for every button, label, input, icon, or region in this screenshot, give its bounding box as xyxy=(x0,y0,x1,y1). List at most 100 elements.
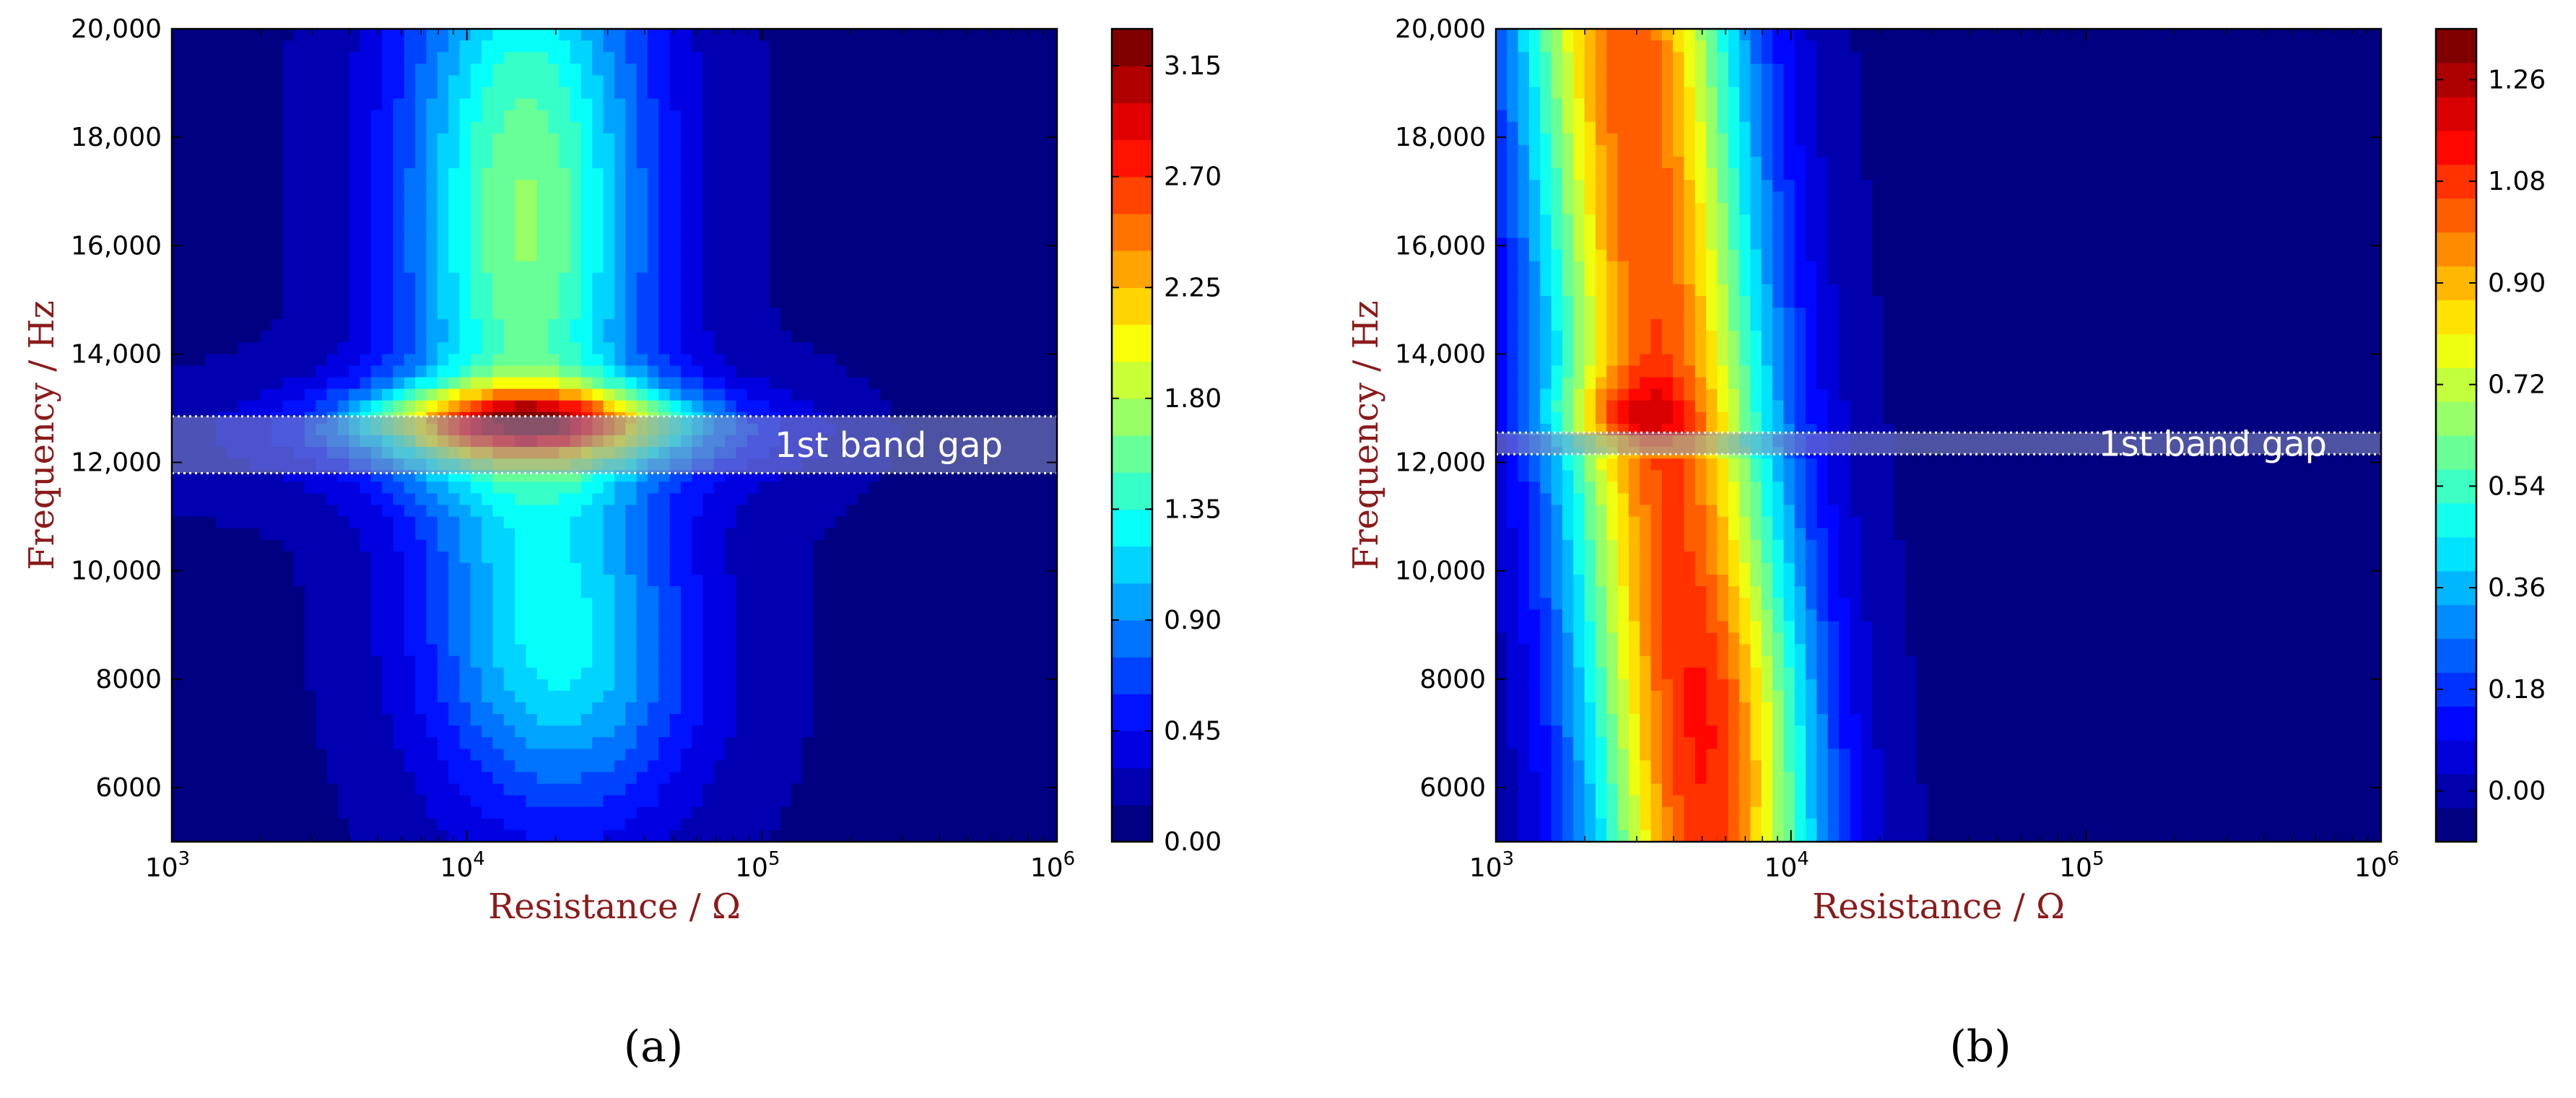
heatmap-cell xyxy=(183,493,195,506)
heatmap-cell xyxy=(492,575,505,587)
heatmap-cell xyxy=(902,261,914,274)
heatmap-cell xyxy=(349,331,361,344)
heatmap-cell xyxy=(802,29,814,41)
heatmap-cell xyxy=(260,261,272,274)
heatmap-cell xyxy=(869,539,881,552)
heatmap-cell xyxy=(713,829,726,842)
heatmap-cell xyxy=(736,749,748,762)
heatmap-cell xyxy=(780,388,793,401)
heatmap-cell xyxy=(249,598,261,611)
heatmap-cell xyxy=(658,156,671,169)
heatmap-cell xyxy=(492,52,505,65)
heatmap-cell xyxy=(680,783,693,796)
heatmap-cell xyxy=(415,516,427,529)
heatmap-cell xyxy=(404,621,416,634)
heatmap-cell xyxy=(360,679,372,692)
heatmap-cell xyxy=(713,783,726,796)
heatmap-cell xyxy=(780,783,793,796)
heatmap-cell xyxy=(924,632,936,645)
heatmap-cell xyxy=(448,354,461,367)
heatmap-cell xyxy=(625,168,638,180)
heatmap-cell xyxy=(482,702,494,715)
heatmap-cell xyxy=(304,829,317,842)
heatmap-cell xyxy=(293,203,305,216)
heatmap-cell xyxy=(625,238,638,250)
heatmap-cell xyxy=(791,586,804,598)
heatmap-cell xyxy=(426,261,438,274)
heatmap-cell xyxy=(238,505,251,518)
heatmap-cell xyxy=(426,806,438,819)
heatmap-cell xyxy=(713,133,726,146)
heatmap-cell xyxy=(924,482,936,494)
heatmap-cell xyxy=(603,749,615,762)
heatmap-cell xyxy=(515,261,527,274)
heatmap-cell xyxy=(316,110,328,123)
heatmap-cell xyxy=(869,726,881,738)
heatmap-cell xyxy=(879,493,892,506)
heatmap-cell xyxy=(692,238,704,250)
heatmap-cell xyxy=(614,180,627,192)
heatmap-cell xyxy=(625,749,638,762)
heatmap-cell xyxy=(879,772,892,785)
heatmap-cell xyxy=(249,319,261,332)
heatmap-cell xyxy=(482,644,494,657)
heatmap-cell xyxy=(360,98,372,111)
heatmap-cell xyxy=(238,632,251,645)
heatmap-cell xyxy=(692,29,704,41)
heatmap-cell xyxy=(172,516,184,529)
heatmap-cell xyxy=(271,98,284,111)
heatmap-cell xyxy=(548,331,560,344)
heatmap-cell xyxy=(680,493,693,506)
heatmap-cell xyxy=(426,319,438,332)
heatmap-cell xyxy=(824,249,837,262)
heatmap-cell xyxy=(183,226,195,239)
heatmap-cell xyxy=(769,539,781,552)
heatmap-cell xyxy=(625,667,638,680)
heatmap-cell xyxy=(614,667,627,680)
heatmap-cell xyxy=(183,342,195,355)
heatmap-cell xyxy=(813,64,825,77)
heatmap-cell xyxy=(326,144,339,157)
heatmap-cell xyxy=(370,168,383,180)
heatmap-cell xyxy=(393,308,405,320)
heatmap-cell xyxy=(702,632,715,645)
heatmap-cell xyxy=(337,238,350,250)
heatmap-cell xyxy=(337,75,350,88)
heatmap-cell xyxy=(470,702,482,715)
heatmap-cell xyxy=(592,354,604,367)
heatmap-cell xyxy=(382,180,394,192)
heatmap-cell xyxy=(879,551,892,564)
heatmap-cell xyxy=(492,829,505,842)
heatmap-cell xyxy=(193,238,206,250)
heatmap-cell xyxy=(337,40,350,53)
heatmap-cell xyxy=(702,342,715,355)
heatmap-cell xyxy=(360,156,372,169)
heatmap-cell xyxy=(802,806,814,819)
heatmap-cell xyxy=(758,783,770,796)
heatmap-cell xyxy=(415,377,427,390)
heatmap-cell xyxy=(349,783,361,796)
heatmap-cell xyxy=(647,284,660,297)
heatmap-cell xyxy=(393,528,405,541)
heatmap-cell xyxy=(647,493,660,506)
heatmap-cell xyxy=(802,690,814,703)
heatmap-cell xyxy=(702,284,715,297)
heatmap-cell xyxy=(647,621,660,634)
heatmap-cell xyxy=(813,598,825,611)
heatmap-cell xyxy=(404,110,416,123)
heatmap-cell xyxy=(326,75,339,88)
heatmap-cell xyxy=(337,377,350,390)
heatmap-cell xyxy=(669,64,682,77)
heatmap-cell xyxy=(370,505,383,518)
heatmap-cell xyxy=(415,98,427,111)
heatmap-cell xyxy=(382,482,394,494)
heatmap-cell xyxy=(570,308,582,320)
heatmap-cell xyxy=(415,133,427,146)
heatmap-cell xyxy=(515,354,527,367)
heatmap-cell xyxy=(592,319,604,332)
heatmap-cell xyxy=(614,772,627,785)
heatmap-cell xyxy=(692,156,704,169)
heatmap-cell xyxy=(813,562,825,575)
heatmap-cell xyxy=(614,655,627,668)
heatmap-cell xyxy=(592,261,604,274)
